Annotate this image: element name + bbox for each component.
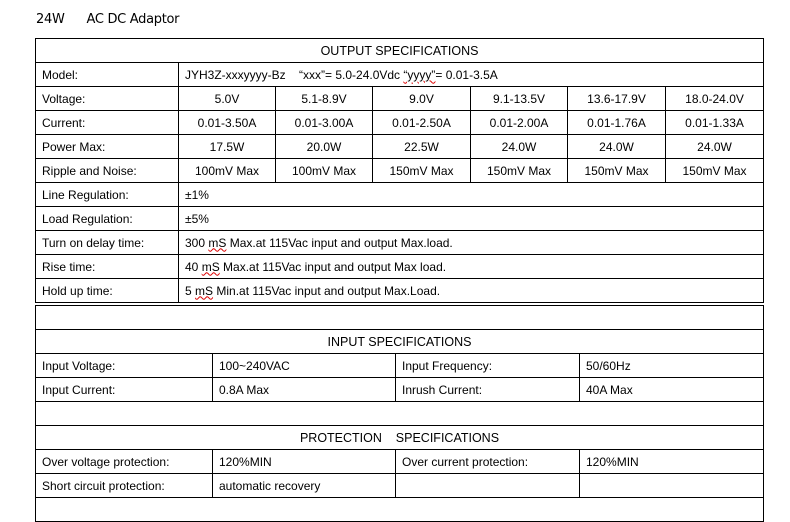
cell: 5.0V (178, 86, 276, 111)
cell: Over current protection: (395, 449, 580, 474)
blank-row (35, 401, 764, 426)
cell: 150mV Max (372, 158, 471, 183)
spec-row: Current: 0.01-3.50A 0.01-3.00A 0.01-2.50A 0.… (35, 110, 765, 135)
cell: 0.01-1.76A (567, 110, 666, 135)
model-value: JYH3Z-xxxyyyy-Bz “xxx”= 5.0-24.0Vdc “yyy… (177, 62, 765, 87)
spec-row: Ripple and Noise: 100mV Max 100mV Max 150mV… (35, 158, 765, 183)
cell: 24.0W (664, 134, 765, 159)
turn-on-delay-row: Turn on delay time: 300 mS Max.at 115Vac … (35, 230, 765, 255)
cell: Input Voltage: (35, 353, 213, 378)
row-label: Turn on delay time: (35, 230, 179, 255)
cell: Short circuit protection: (35, 473, 213, 498)
spec-row: Over voltage protection: 120%MIN Over curr… (35, 449, 764, 474)
cell: 22.5W (372, 134, 471, 159)
cell: 150mV Max (664, 158, 765, 183)
cell: 100mV Max (178, 158, 276, 183)
row-value: ±1% (177, 182, 765, 207)
cell: Ripple and Noise: (35, 158, 179, 183)
cell: Over voltage protection: (35, 449, 213, 474)
cell: 24.0W (470, 134, 568, 159)
output-header: OUTPUT SPECIFICATIONS (34, 38, 765, 63)
spec-row: Voltage: 5.0V 5.1-8.9V 9.0V 9.1-13.5V 13.6-17… (35, 86, 765, 111)
input-header: INPUT SPECIFICATIONS (35, 329, 764, 354)
cell: 0.8A Max (212, 377, 396, 402)
cell: 150mV Max (567, 158, 666, 183)
cell: 0.01-2.50A (372, 110, 471, 135)
line-regulation-row: Line Regulation: ±1% (35, 182, 765, 207)
cell: Input Current: (35, 377, 213, 402)
load-regulation-row: Load Regulation: ±5% (35, 206, 765, 231)
cell: 120%MIN (579, 449, 764, 474)
cell: 100~240VAC (212, 353, 396, 378)
cell: 100mV Max (275, 158, 373, 183)
model-row: Model: JYH3Z-xxxyyyy-Bz “xxx”= 5.0-24.0V… (35, 62, 765, 87)
title-watt: 24W (36, 12, 65, 27)
cell (579, 473, 764, 498)
rise-time-row: Rise time: 40 mS Max.at 115Vac input and … (35, 254, 765, 279)
cell: 0.01-1.33A (664, 110, 765, 135)
row-value: 40 mS Max.at 115Vac input and output Max… (177, 254, 765, 279)
row-label: Hold up time: (35, 278, 179, 303)
cell: 18.0-24.0V (664, 86, 765, 111)
input-protection-table: INPUT SPECIFICATIONS Input Voltage: 100~2… (35, 305, 764, 522)
row-value: 5 mS Min.at 115Vac input and output Max.… (177, 278, 765, 303)
cell: 20.0W (275, 134, 373, 159)
cell: 0.01-2.00A (470, 110, 568, 135)
cell: 9.1-13.5V (470, 86, 568, 111)
protection-header: PROTECTION SPECIFICATIONS (35, 425, 764, 450)
cell: 40A Max (579, 377, 764, 402)
row-label: Load Regulation: (35, 206, 179, 231)
cell: 9.0V (372, 86, 471, 111)
cell: automatic recovery (212, 473, 396, 498)
title-name: AC DC Adaptor (86, 12, 180, 27)
cell: 150mV Max (470, 158, 568, 183)
output-specifications-table: OUTPUT SPECIFICATIONS Model: JYH3Z-xxxyy… (34, 38, 765, 303)
row-label: Rise time: (35, 254, 179, 279)
cell: Current: (35, 110, 179, 135)
spec-row: Short circuit protection: automatic recov… (35, 473, 764, 498)
row-value: 300 mS Max.at 115Vac input and output Ma… (177, 230, 765, 255)
blank-row (35, 497, 764, 522)
row-label: Line Regulation: (35, 182, 179, 207)
cell: 24.0W (567, 134, 666, 159)
cell: 0.01-3.50A (178, 110, 276, 135)
cell: Inrush Current: (395, 377, 580, 402)
document-title: 24W AC DC Adaptor (36, 12, 201, 27)
cell: 120%MIN (212, 449, 396, 474)
cell: Voltage: (35, 86, 179, 111)
cell: 0.01-3.00A (275, 110, 373, 135)
hold-up-time-row: Hold up time: 5 mS Min.at 115Vac input an… (35, 278, 765, 303)
spec-row: Input Current: 0.8A Max Inrush Current: 40A… (35, 377, 764, 402)
cell: 50/60Hz (579, 353, 764, 378)
cell: 5.1-8.9V (275, 86, 373, 111)
cell: Power Max: (35, 134, 179, 159)
cell: Input Frequency: (395, 353, 580, 378)
cell (395, 473, 580, 498)
cell: 17.5W (178, 134, 276, 159)
spec-row: Input Voltage: 100~240VAC Input Frequency:… (35, 353, 764, 378)
spec-row: Power Max: 17.5W 20.0W 22.5W 24.0W 24.0W 24.0W (35, 134, 765, 159)
row-label: Model: (35, 62, 179, 87)
row-value: ±5% (177, 206, 765, 231)
blank-row (35, 305, 764, 330)
cell: 13.6-17.9V (567, 86, 666, 111)
